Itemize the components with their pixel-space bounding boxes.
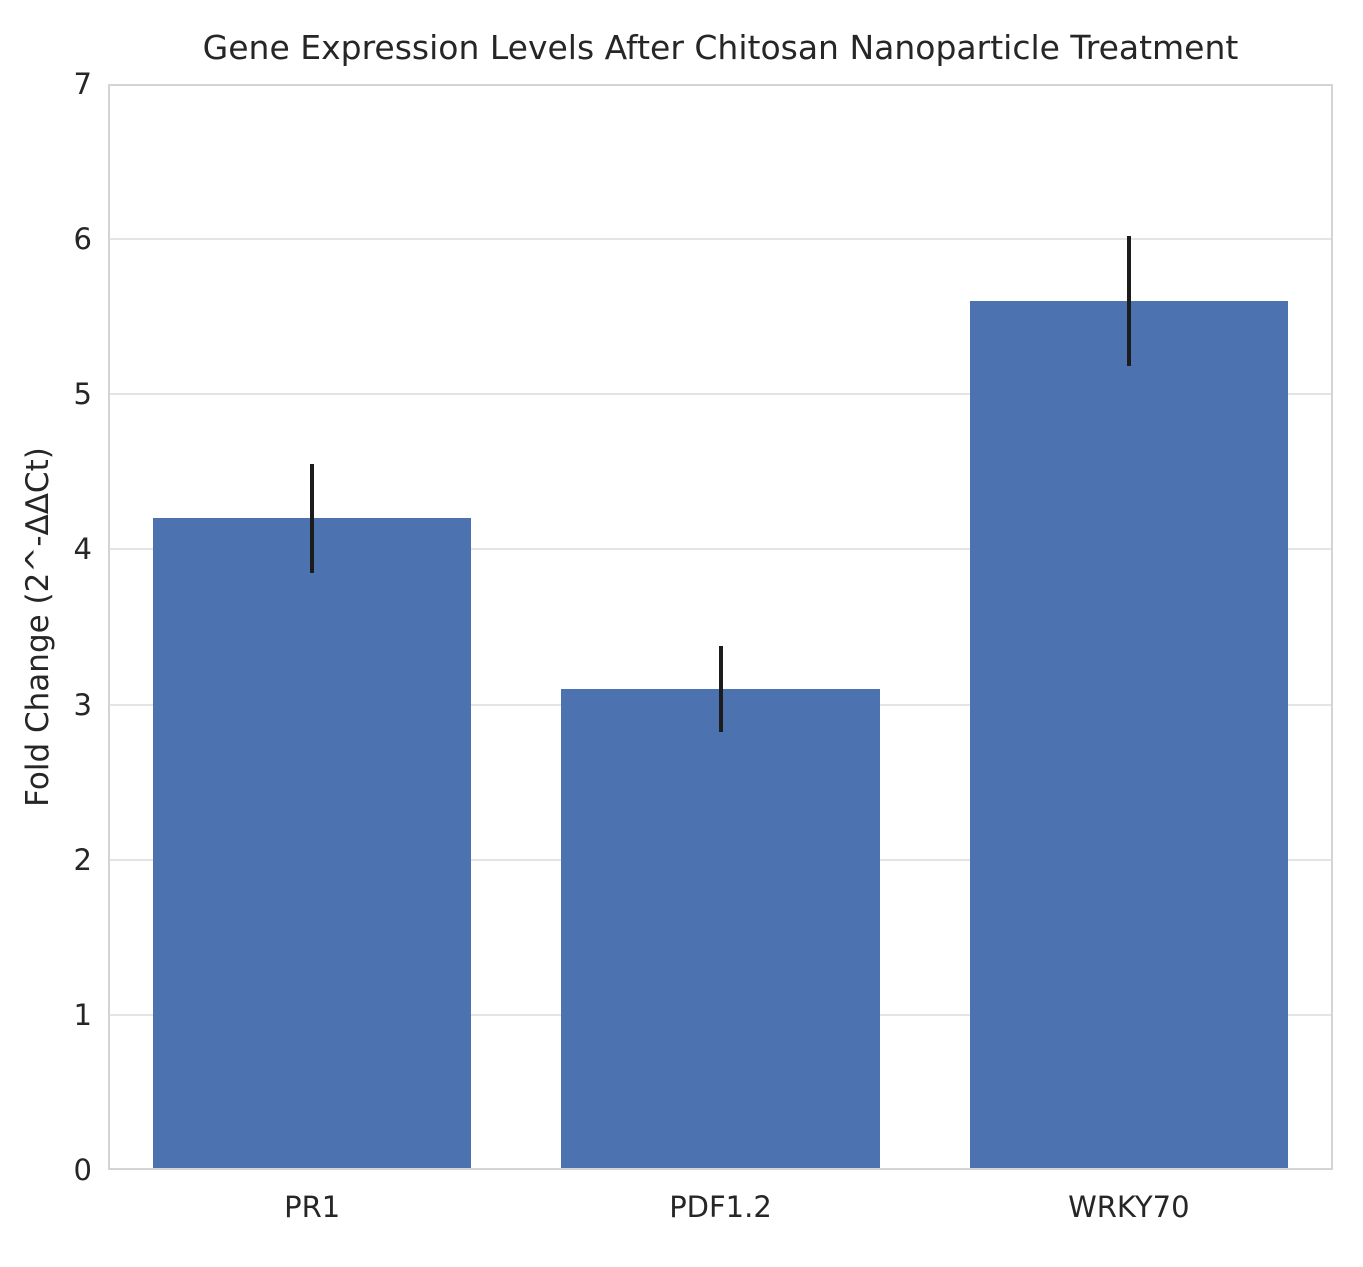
y-axis-label: Fold Change (2^-ΔΔCt): [20, 447, 56, 807]
y-tick-label: 6: [73, 222, 92, 257]
grid-line: [108, 393, 1333, 396]
bar-PR1: [152, 518, 472, 1170]
y-tick-label: 7: [73, 67, 92, 101]
y-tick-label: 3: [73, 687, 92, 722]
bar-WRKY70: [969, 301, 1289, 1170]
chart-title: Gene Expression Levels After Chitosan Na…: [202, 28, 1239, 67]
error-bar-PR1: [310, 464, 315, 573]
y-tick-label: 4: [73, 532, 92, 567]
plot-area: [108, 84, 1333, 1170]
grid-line: [108, 548, 1333, 551]
error-bar-PDF1.2: [718, 645, 723, 733]
x-tick-label-PR1: PR1: [284, 1190, 341, 1224]
y-tick-label: 1: [73, 997, 92, 1032]
x-tick-label-PDF1.2: PDF1.2: [669, 1190, 772, 1224]
y-tick-label: 5: [73, 377, 92, 412]
grid-line: [108, 238, 1333, 241]
y-tick-label: 2: [73, 842, 92, 877]
x-tick-label-WRKY70: WRKY70: [1068, 1190, 1190, 1224]
error-bar-WRKY70: [1126, 236, 1131, 367]
y-tick-label: 0: [73, 1153, 92, 1187]
bar-PDF1.2: [561, 689, 880, 1170]
